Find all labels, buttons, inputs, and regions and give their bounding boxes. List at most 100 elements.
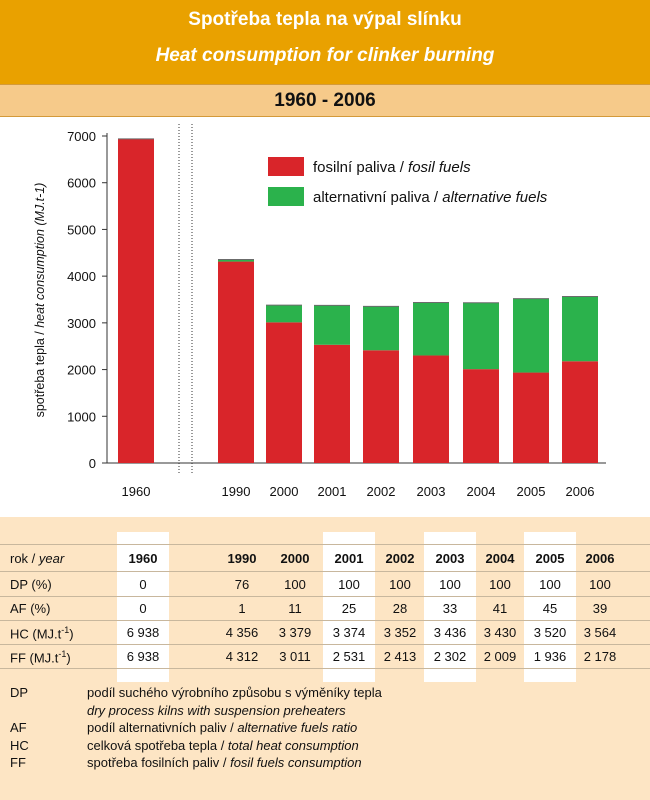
table-cell: 6 938 — [126, 625, 160, 640]
x-tick-label: 2000 — [270, 484, 299, 499]
table-cell: 2 009 — [483, 649, 517, 664]
x-tick-label: 1960 — [122, 484, 151, 499]
abbreviation-line: dry process kilns with suspension prehea… — [10, 703, 640, 720]
table-column-highlight — [117, 532, 169, 682]
table-cell: 3 520 — [533, 625, 567, 640]
table-cell: 100 — [284, 577, 306, 592]
table-top-rule — [0, 544, 650, 545]
bar-fossil-2002 — [363, 350, 399, 463]
table-cell: 11 — [288, 601, 302, 616]
x-tick-label: 2005 — [517, 484, 546, 499]
bar-fossil-2000 — [266, 322, 302, 463]
bar-alternative-2000 — [266, 305, 302, 323]
table-cell: 0 — [139, 577, 147, 592]
title-english: Heat consumption for clinker burning — [155, 45, 495, 66]
table-header-year: 1960 — [128, 551, 158, 566]
abbreviation-line: FF spotřeba fosilních paliv / fosil fuels… — [10, 755, 640, 772]
table-header-row: rok / year 1960 1990 2000 2001 2002 2003 2004 2… — [0, 547, 650, 571]
bar-fossil-2003 — [413, 355, 449, 463]
bar-fossil-2001 — [314, 344, 350, 463]
table-cell: 100 — [489, 577, 511, 592]
x-tick-label: 2006 — [566, 484, 595, 499]
table-cell: 3 379 — [278, 625, 312, 640]
abbreviation-code: HC — [10, 737, 29, 753]
table-row: DP (%) 0 76 100 100 100 100 100 100 100 — [0, 573, 650, 597]
table-row-rule — [0, 620, 650, 621]
bar-alternative-2001 — [314, 305, 350, 345]
table-cell: 100 — [439, 577, 461, 592]
table-row: FF (MJ.t-1) 6 938 4 312 3 011 2 531 2 413 2 30… — [0, 645, 650, 669]
bar-fossil-2005 — [513, 372, 549, 463]
table-cell: 3 352 — [383, 625, 417, 640]
y-tick-label: 2000 — [67, 363, 96, 378]
y-tick-label: 6000 — [67, 176, 96, 191]
table-column-highlight — [323, 532, 375, 682]
legend-label-alternative: alternativní paliva / alternative fuels — [313, 189, 548, 206]
abbreviation-line: AF podíl alternativních paliv / alternati… — [10, 720, 640, 737]
table-row-label: HC (MJ.t-1) — [10, 625, 74, 642]
abbreviation-line: DP podíl suchého výrobního způsobu s výmě… — [10, 685, 640, 702]
bar-alternative-2006 — [562, 296, 598, 362]
y-tick-label: 4000 — [67, 269, 96, 284]
x-tick-label: 1990 — [222, 484, 251, 499]
table-cell: 3 374 — [332, 625, 366, 640]
x-tick-label: 2004 — [467, 484, 496, 499]
table-cell: 33 — [442, 601, 458, 616]
bar-alternative-2003 — [413, 302, 449, 356]
table-cell: 2 178 — [583, 649, 617, 664]
legend-swatch-fossil — [268, 157, 304, 176]
table-cell: 28 — [392, 601, 408, 616]
legend-swatch-alternative — [268, 187, 304, 206]
table-row-rule — [0, 644, 650, 645]
title-czech: Spotřeba tepla na výpal slínku — [188, 9, 462, 30]
y-tick-label: 7000 — [67, 129, 96, 144]
table-cell: 41 — [492, 601, 508, 616]
table-cell: 4 312 — [225, 649, 259, 664]
table-header-year: 2005 — [535, 551, 565, 566]
y-tick-label: 5000 — [67, 222, 96, 237]
bar-fossil-2006 — [562, 361, 598, 463]
abbreviation-code: AF — [10, 720, 27, 735]
table-cell: 100 — [389, 577, 411, 592]
x-tick-label: 2002 — [367, 484, 396, 499]
table-header-year: 2003 — [435, 551, 465, 566]
table-cell: 100 — [539, 577, 561, 592]
table-cell: 1 936 — [533, 649, 567, 664]
period-label: 1960 - 2006 — [274, 90, 376, 111]
y-tick-label: 0 — [89, 456, 96, 471]
y-tick-label: 1000 — [67, 409, 96, 424]
table-row-label: AF (%) — [10, 601, 51, 616]
table-cell: 6 938 — [126, 649, 160, 664]
table-cell: 3 436 — [433, 625, 467, 640]
period-banner: 1960 - 2006 — [0, 84, 650, 117]
table-header-year: 1990 — [227, 551, 257, 566]
table-cell: 45 — [542, 601, 558, 616]
table-cell: 25 — [341, 601, 357, 616]
abbreviation-code: FF — [10, 755, 26, 770]
table-row-label: FF (MJ.t-1) — [10, 649, 71, 666]
abbreviation-description: spotřeba fosilních paliv / fosil fuels c… — [87, 755, 362, 770]
header-banner: Spotřeba tepla na výpal slínku Heat cons… — [0, 0, 650, 84]
table-cell: 100 — [589, 577, 611, 592]
table-header-year: 2006 — [585, 551, 615, 566]
table-header-year: 2004 — [485, 551, 515, 566]
abbreviation-description: celková spotřeba tepla / total heat cons… — [87, 737, 359, 753]
table-cell: 3 011 — [279, 649, 311, 664]
bar-alternative-2002 — [363, 306, 399, 351]
table-cell: 100 — [338, 577, 360, 592]
stacked-bar-chart: 0 1000 2000 3000 4000 5000 6000 7000 spotřeba te… — [33, 124, 606, 499]
table-cell: 3 564 — [583, 625, 617, 640]
abbreviation-description: dry process kilns with suspension prehea… — [87, 702, 346, 718]
table-header-year: 2000 — [280, 551, 310, 566]
table-row: AF (%) 0 1 11 25 28 33 41 45 39 — [0, 597, 650, 621]
y-tick-label: 3000 — [67, 316, 96, 331]
table-cell: 1 — [238, 601, 246, 616]
table-column-highlight — [524, 532, 576, 682]
table-cell: 2 302 — [433, 649, 467, 664]
table-cell: 0 — [139, 601, 147, 616]
bar-fossil-2004 — [463, 369, 499, 463]
abbreviation-description: podíl suchého výrobního způsobu s výmění… — [87, 685, 382, 700]
table-header-label: rok / year — [10, 551, 65, 566]
bar-fossil-1960 — [118, 138, 154, 463]
table-cell: 76 — [234, 577, 250, 592]
